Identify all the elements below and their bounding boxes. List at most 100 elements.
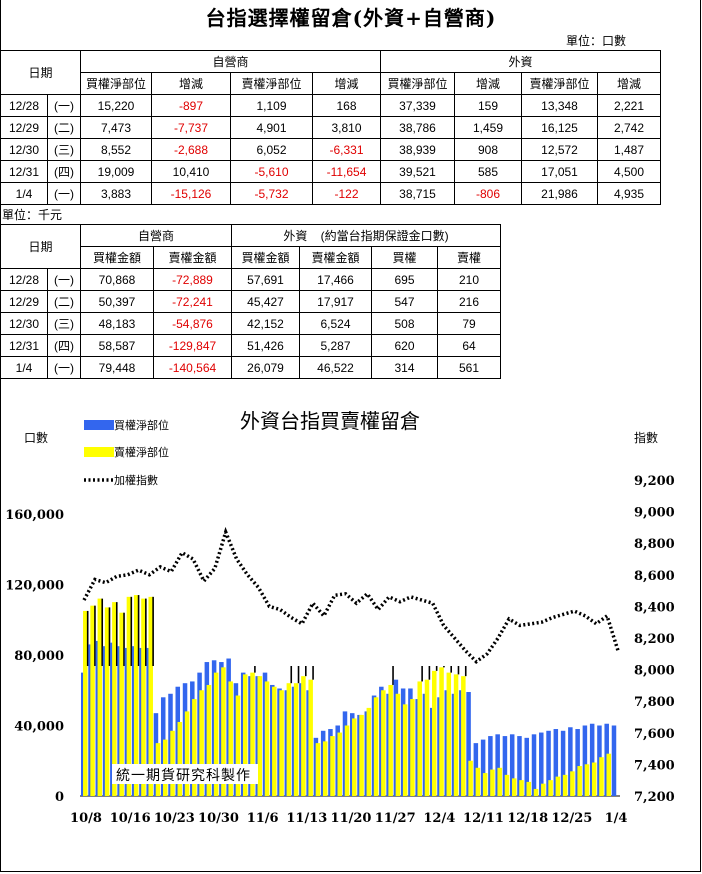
bar-puts bbox=[570, 771, 575, 796]
table-cell: -5,732 bbox=[230, 182, 313, 205]
left-tick-label: 80,000 bbox=[14, 649, 64, 664]
table-cell: 168 bbox=[312, 94, 381, 117]
table-cell: 17,917 bbox=[299, 290, 372, 313]
table-cell: -2,688 bbox=[151, 138, 231, 161]
bar-puts bbox=[112, 602, 117, 796]
bar-puts bbox=[504, 774, 510, 796]
table-cell: 2,742 bbox=[597, 116, 661, 139]
bar-puts bbox=[330, 736, 335, 796]
table-row: 12/31 (四) 19,009 10,410 -5,610 -11,654 39,521 5… bbox=[0, 160, 661, 183]
column-header: 買權金額 bbox=[231, 246, 300, 269]
bar-calls bbox=[466, 692, 471, 796]
right-tick-label: 7,800 bbox=[634, 695, 675, 710]
legend-swatch-puts bbox=[84, 447, 114, 457]
row-date: 1/4 bbox=[0, 182, 48, 205]
legend-label-index: 加權指數 bbox=[114, 473, 158, 487]
table-cell: -7,737 bbox=[151, 116, 231, 139]
unit-label-contracts: 單位：口數 bbox=[566, 34, 627, 48]
table-cell: 17,466 bbox=[299, 268, 372, 291]
legend-label-puts: 賣權淨部位 bbox=[114, 445, 169, 459]
row-date: 12/29 bbox=[0, 290, 48, 313]
row-date: 12/31 bbox=[0, 334, 48, 357]
table-cell: 64 bbox=[437, 334, 501, 357]
legend-label-calls: 買權淨部位 bbox=[114, 418, 169, 432]
row-weekday: (一) bbox=[47, 356, 81, 379]
bar-puts bbox=[519, 780, 524, 796]
bar-puts bbox=[606, 753, 612, 796]
bar-puts bbox=[126, 596, 132, 796]
table-cell: -122 bbox=[312, 182, 381, 205]
bar-puts bbox=[133, 595, 139, 796]
row-date: 12/30 bbox=[0, 138, 48, 161]
table-row: 12/31 (四) 58,587 -129,847 51,426 5,287 620 64 bbox=[0, 334, 501, 357]
right-tick-label: 8,200 bbox=[634, 632, 675, 647]
foreign-group-header: 外資 bbox=[380, 50, 661, 73]
bar-puts bbox=[242, 674, 248, 796]
foreign-group-label: 外資 bbox=[283, 229, 308, 243]
bar-calls bbox=[560, 730, 566, 796]
bar-puts bbox=[315, 743, 321, 796]
bar-puts bbox=[555, 776, 561, 796]
x-tick-label: 12/25 bbox=[551, 811, 592, 826]
column-header: 買權淨部位 bbox=[380, 72, 455, 95]
bar-puts bbox=[213, 672, 219, 796]
index-line bbox=[82, 526, 620, 665]
bar-puts bbox=[177, 721, 183, 796]
column-header: 增減 bbox=[597, 72, 661, 95]
row-date: 12/29 bbox=[0, 116, 48, 139]
bar-puts bbox=[301, 676, 306, 796]
page-title: 台指選擇權留倉(外資+自營商) bbox=[205, 6, 497, 30]
table-cell: 908 bbox=[454, 138, 522, 161]
row-date: 12/30 bbox=[0, 312, 48, 335]
foreign-group-header: 外資 (約當台指期保證金口數) bbox=[231, 224, 501, 247]
bar-calls bbox=[582, 725, 588, 796]
table-cell: 51,426 bbox=[231, 334, 300, 357]
positions-table: 日期 自營商 外資 買權淨部位 增減 賣權淨部位 增減 買權淨部位 增減 賣權淨部位 增減 1… bbox=[0, 50, 661, 205]
bar-puts bbox=[199, 690, 204, 796]
bar-calls bbox=[539, 732, 544, 796]
bar-puts bbox=[461, 676, 466, 796]
bar-calls bbox=[517, 736, 522, 796]
x-tick-label: 11/13 bbox=[286, 811, 327, 826]
bar-puts bbox=[446, 672, 452, 796]
table-cell: -897 bbox=[151, 94, 231, 117]
bar-puts bbox=[119, 612, 124, 796]
table-cell: 1,459 bbox=[454, 116, 522, 139]
table-cell: 16,125 bbox=[521, 116, 598, 139]
table-cell: 6,052 bbox=[230, 138, 313, 161]
table-cell: 508 bbox=[371, 312, 438, 335]
x-tick-label: 12/18 bbox=[507, 811, 548, 826]
table-cell: 57,691 bbox=[231, 268, 300, 291]
bar-calls bbox=[611, 725, 617, 796]
table-row: 12/30 (三) 8,552 -2,688 6,052 -6,331 38,939 908 1… bbox=[0, 138, 661, 161]
table-row: 1/4 (一) 3,883 -15,126 -5,732 -122 38,715 -806 21… bbox=[0, 182, 661, 205]
row-weekday: (三) bbox=[47, 138, 81, 161]
table-cell: 46,522 bbox=[299, 356, 372, 379]
table-cell: 21,986 bbox=[521, 182, 598, 205]
bar-puts bbox=[250, 672, 255, 796]
chart-title: 外資台指買賣權留倉 bbox=[240, 409, 420, 433]
left-tick-label: 120,000 bbox=[5, 579, 64, 594]
table-cell: 1,109 bbox=[230, 94, 313, 117]
bar-puts bbox=[337, 732, 343, 796]
row-weekday: (二) bbox=[47, 290, 81, 313]
table-cell: 48,183 bbox=[80, 312, 154, 335]
row-date: 12/31 bbox=[0, 160, 48, 183]
x-tick-label: 10/30 bbox=[198, 811, 239, 826]
table-cell: -11,654 bbox=[312, 160, 381, 183]
row-date: 1/4 bbox=[0, 356, 48, 379]
row-date: 12/28 bbox=[0, 268, 48, 291]
table-cell: 58,587 bbox=[80, 334, 154, 357]
table-cell: 159 bbox=[454, 94, 522, 117]
table-cell: -72,241 bbox=[153, 290, 232, 313]
row-weekday: (一) bbox=[47, 182, 81, 205]
bar-calls bbox=[502, 736, 508, 796]
table-cell: 6,524 bbox=[299, 312, 372, 335]
right-tick-label: 8,000 bbox=[634, 664, 675, 679]
right-tick-label: 8,600 bbox=[634, 569, 675, 584]
column-header: 增減 bbox=[312, 72, 381, 95]
watermark-text: 統一期貨研究科製作 bbox=[116, 767, 251, 784]
table-cell: 7,473 bbox=[80, 116, 152, 139]
row-weekday: (一) bbox=[47, 94, 81, 117]
